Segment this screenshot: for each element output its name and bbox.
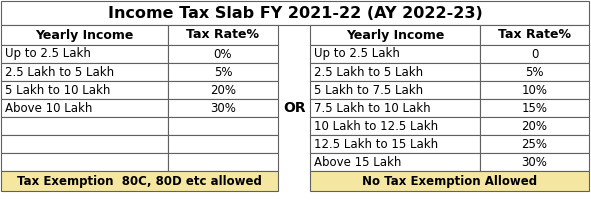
- Bar: [168, 45, 278, 63]
- Text: Yearly Income: Yearly Income: [35, 28, 134, 41]
- Bar: [480, 45, 589, 63]
- Bar: [310, 81, 480, 99]
- Text: OR: OR: [284, 101, 306, 115]
- Text: Tax Exemption  80C, 80D etc allowed: Tax Exemption 80C, 80D etc allowed: [17, 175, 262, 187]
- Bar: [310, 25, 480, 45]
- Text: Yearly Income: Yearly Income: [346, 28, 444, 41]
- Bar: [310, 63, 480, 81]
- Text: 0: 0: [531, 48, 538, 60]
- Bar: [310, 99, 480, 117]
- Bar: [310, 45, 480, 63]
- Text: 5 Lakh to 7.5 Lakh: 5 Lakh to 7.5 Lakh: [314, 83, 423, 97]
- Text: 5 Lakh to 10 Lakh: 5 Lakh to 10 Lakh: [5, 83, 111, 97]
- Bar: [1, 117, 168, 135]
- Bar: [480, 63, 589, 81]
- Text: Up to 2.5 Lakh: Up to 2.5 Lakh: [314, 48, 400, 60]
- Text: 2.5 Lakh to 5 Lakh: 2.5 Lakh to 5 Lakh: [314, 65, 423, 78]
- Bar: [168, 135, 278, 153]
- Text: 5%: 5%: [214, 65, 232, 78]
- Text: 10%: 10%: [521, 83, 547, 97]
- Text: 10 Lakh to 12.5 Lakh: 10 Lakh to 12.5 Lakh: [314, 120, 438, 132]
- Bar: [1, 99, 168, 117]
- Text: 12.5 Lakh to 15 Lakh: 12.5 Lakh to 15 Lakh: [314, 138, 438, 150]
- Bar: [480, 81, 589, 99]
- Bar: [168, 117, 278, 135]
- Bar: [480, 135, 589, 153]
- Bar: [168, 153, 278, 171]
- Bar: [1, 153, 168, 171]
- Text: 30%: 30%: [522, 155, 547, 168]
- Bar: [310, 153, 480, 171]
- Bar: [168, 99, 278, 117]
- Bar: [480, 99, 589, 117]
- Bar: [168, 25, 278, 45]
- Text: Tax Rate%: Tax Rate%: [187, 28, 259, 41]
- Text: 15%: 15%: [521, 101, 547, 115]
- Bar: [168, 81, 278, 99]
- Text: 0%: 0%: [214, 48, 232, 60]
- Text: Above 10 Lakh: Above 10 Lakh: [5, 101, 92, 115]
- Text: 2.5 Lakh to 5 Lakh: 2.5 Lakh to 5 Lakh: [5, 65, 114, 78]
- Text: Income Tax Slab FY 2021-22 (AY 2022-23): Income Tax Slab FY 2021-22 (AY 2022-23): [108, 5, 482, 21]
- Bar: [168, 63, 278, 81]
- Text: Tax Rate%: Tax Rate%: [498, 28, 571, 41]
- Bar: [480, 25, 589, 45]
- Bar: [1, 171, 278, 191]
- Bar: [1, 81, 168, 99]
- Text: 5%: 5%: [525, 65, 544, 78]
- Bar: [310, 171, 589, 191]
- Text: 30%: 30%: [210, 101, 236, 115]
- Text: Above 15 Lakh: Above 15 Lakh: [314, 155, 401, 168]
- Bar: [310, 117, 480, 135]
- Text: No Tax Exemption Allowed: No Tax Exemption Allowed: [362, 175, 537, 187]
- Text: 7.5 Lakh to 10 Lakh: 7.5 Lakh to 10 Lakh: [314, 101, 431, 115]
- Text: Up to 2.5 Lakh: Up to 2.5 Lakh: [5, 48, 91, 60]
- Bar: [480, 153, 589, 171]
- Bar: [1, 135, 168, 153]
- Bar: [1, 45, 168, 63]
- Bar: [1, 25, 168, 45]
- Text: 20%: 20%: [210, 83, 236, 97]
- Bar: [480, 117, 589, 135]
- Bar: [1, 1, 589, 25]
- Bar: [310, 135, 480, 153]
- Text: 20%: 20%: [521, 120, 547, 132]
- Bar: [1, 63, 168, 81]
- Text: 25%: 25%: [521, 138, 547, 150]
